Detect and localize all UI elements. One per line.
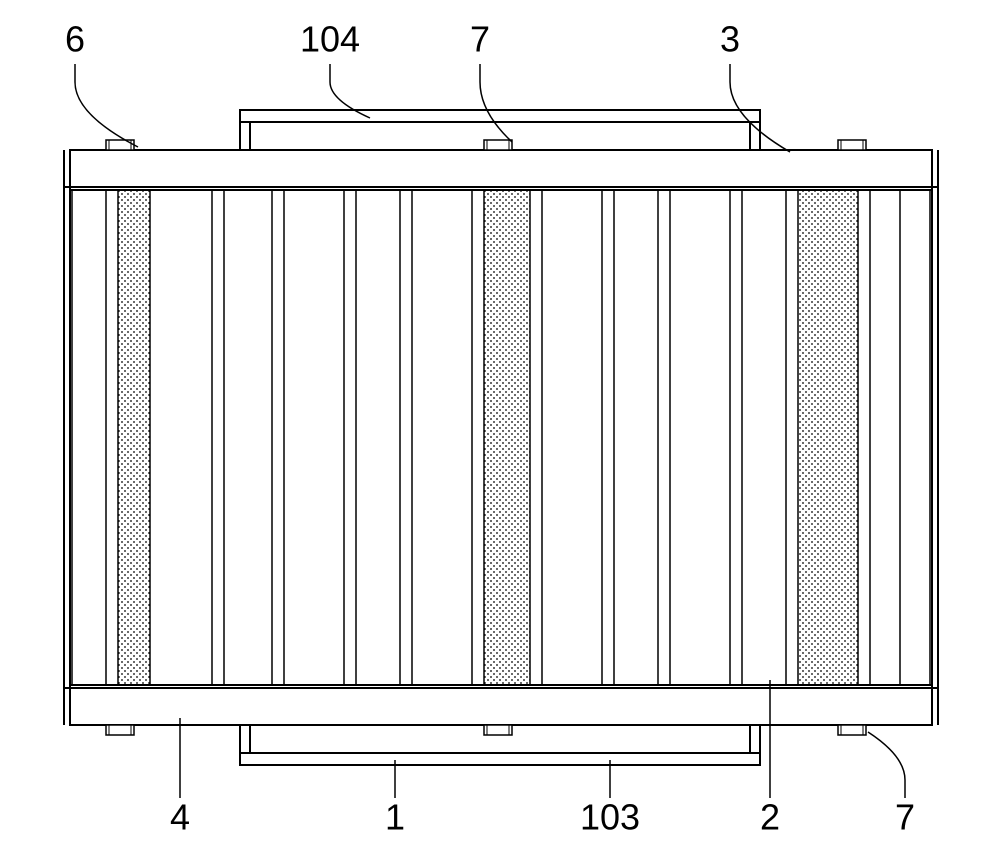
bottom-plate [70, 685, 932, 725]
dotted-column [798, 190, 858, 685]
label-4: 4 [170, 797, 190, 838]
dotted-column [484, 190, 530, 685]
top-bracket-leg-left [240, 122, 250, 150]
stud-bottom [484, 725, 512, 735]
dotted-column [118, 190, 150, 685]
label-7: 7 [470, 19, 490, 60]
stud-top [838, 140, 866, 150]
top-bracket-bar [240, 110, 760, 122]
label-3: 3 [720, 19, 740, 60]
label-6: 6 [65, 19, 85, 60]
label-2: 2 [760, 797, 780, 838]
stud-bottom [838, 725, 866, 735]
stud-bottom [106, 725, 134, 735]
top-plate [70, 150, 932, 190]
label-1: 1 [385, 797, 405, 838]
technical-drawing: 6 104 7 3 4 1 103 2 7 [0, 0, 1000, 860]
stud-top [484, 140, 512, 150]
label-103: 103 [580, 797, 640, 838]
label-7: 7 [895, 797, 915, 838]
label-104: 104 [300, 19, 360, 60]
stud-top [106, 140, 134, 150]
bottom-bracket-leg-left [240, 725, 250, 753]
bottom-bracket-bar [240, 753, 760, 765]
bottom-bracket-leg-right [750, 725, 760, 753]
